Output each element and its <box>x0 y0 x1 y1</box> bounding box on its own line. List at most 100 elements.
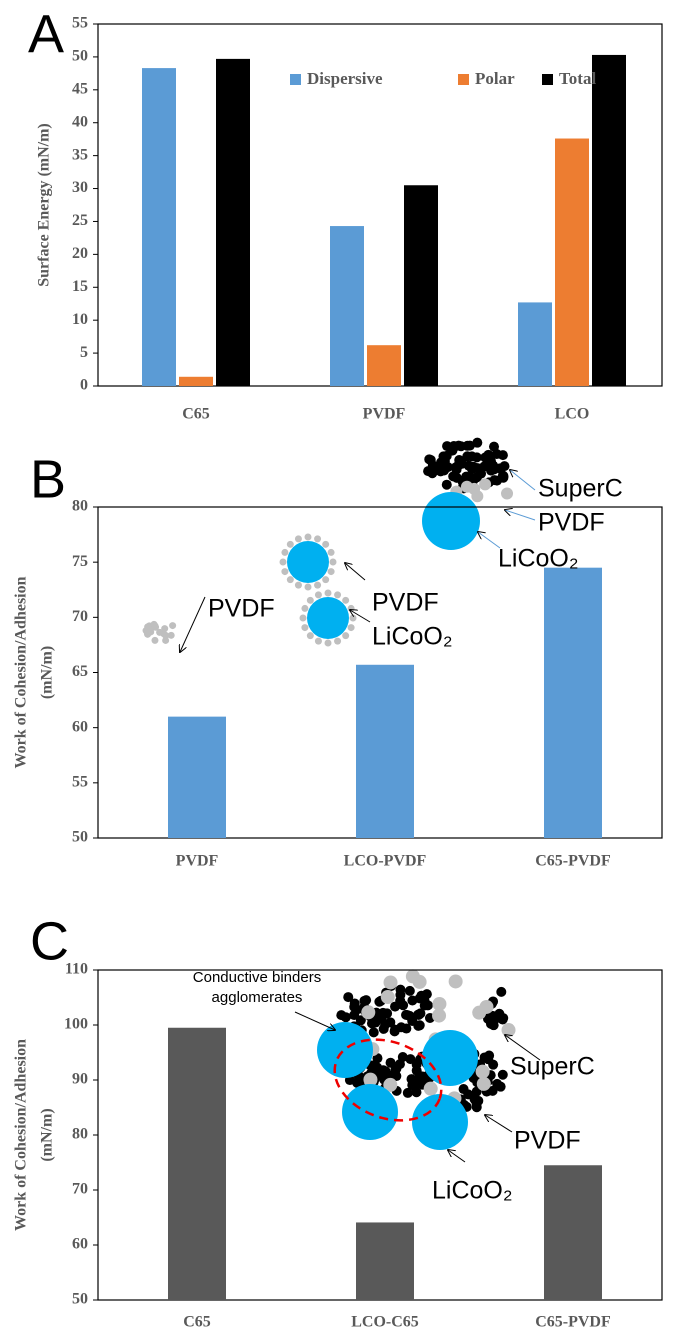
x-tick-label: LCO-C65 <box>351 1314 419 1331</box>
agglomerate-outline <box>333 1038 443 1122</box>
pvdf-particle <box>349 614 357 622</box>
pvdf-particle <box>334 637 342 645</box>
particle <box>363 1072 378 1087</box>
bar <box>404 185 438 386</box>
particle <box>494 463 505 474</box>
x-tick-label: LCO <box>555 406 590 423</box>
particle <box>401 1023 412 1034</box>
particle <box>501 1023 516 1038</box>
particle <box>401 1009 412 1020</box>
particle <box>162 636 170 644</box>
particle <box>451 464 462 475</box>
x-tick-label: PVDF <box>363 406 406 423</box>
particle <box>372 1062 383 1073</box>
y-tick-label: 50 <box>72 48 88 65</box>
particle <box>441 479 452 490</box>
panel-label: A <box>28 4 64 64</box>
licoo2-particle <box>287 541 329 583</box>
particle <box>380 990 395 1005</box>
pvdf-particle <box>294 581 302 589</box>
licoo2-particle <box>317 1022 373 1078</box>
bar <box>544 567 602 838</box>
bar <box>179 376 213 386</box>
particle <box>496 986 507 997</box>
pvdf-particle <box>342 596 350 604</box>
particle <box>432 996 447 1011</box>
particle <box>447 445 458 456</box>
particle <box>389 1024 400 1035</box>
particle <box>151 636 159 644</box>
bar <box>356 1222 414 1300</box>
pvdf-particle <box>304 533 312 541</box>
y-tick-label: 30 <box>72 179 88 196</box>
legend-label: Polar <box>475 69 515 88</box>
pvdf-particle <box>314 591 322 599</box>
bar <box>142 68 176 387</box>
particle <box>372 1053 383 1064</box>
particle <box>466 451 477 462</box>
particle <box>479 478 492 491</box>
particle <box>472 472 483 483</box>
particle <box>423 1081 438 1096</box>
y-tick-label: 40 <box>72 113 88 130</box>
annotation: LiCoO₂ <box>498 545 579 573</box>
pvdf-particle <box>299 614 307 622</box>
particle <box>412 974 427 989</box>
annotation: Conductive binders <box>193 969 321 986</box>
particle <box>385 1017 396 1028</box>
licoo2-particle <box>342 1084 398 1140</box>
y-tick-label: 65 <box>72 663 88 680</box>
pvdf-particle <box>322 540 330 548</box>
particle <box>456 441 467 452</box>
annotation: PVDF <box>208 595 275 623</box>
y-tick-label: 15 <box>72 278 88 295</box>
arrow <box>505 510 536 521</box>
bar <box>168 1027 226 1300</box>
pvdf-particle <box>306 596 314 604</box>
particle <box>422 1000 433 1011</box>
arrow <box>505 1035 541 1061</box>
x-tick-label: C65 <box>183 1314 211 1331</box>
pvdf-particle <box>314 637 322 645</box>
bar <box>216 58 250 386</box>
y-tick-label: 0 <box>80 377 88 394</box>
bar <box>518 302 552 386</box>
particle <box>463 460 474 471</box>
particle <box>472 437 483 448</box>
pvdf-particle <box>322 576 330 584</box>
y-tick-label: 45 <box>72 80 88 97</box>
annotation: LiCoO₂ <box>372 623 453 651</box>
particle <box>471 1086 482 1097</box>
bar <box>168 716 226 838</box>
licoo2-particle <box>307 597 349 639</box>
particle <box>397 1052 408 1063</box>
particle <box>501 487 514 500</box>
particle <box>483 1054 494 1065</box>
licoo2-particle <box>412 1094 468 1150</box>
particle <box>144 623 152 631</box>
particle <box>169 622 177 630</box>
arrow <box>510 470 536 491</box>
x-tick-label: LCO-PVDF <box>344 853 427 870</box>
pvdf-particle <box>279 558 287 566</box>
particle <box>340 1012 351 1023</box>
particle <box>398 1000 409 1011</box>
pvdf-particle <box>327 548 335 556</box>
particle <box>472 463 483 474</box>
pvdf-particle <box>286 576 294 584</box>
y-tick-label: 110 <box>65 961 88 978</box>
pvdf-particle <box>329 558 337 566</box>
particle <box>495 1081 506 1092</box>
particle <box>361 995 372 1006</box>
particle <box>411 1087 422 1098</box>
annotation: LiCoO₂ <box>432 1177 513 1205</box>
y-tick-label: 75 <box>72 553 88 570</box>
y-tick-label: 80 <box>72 1126 88 1143</box>
bar <box>330 226 364 386</box>
particle <box>483 449 494 460</box>
particle <box>475 1064 490 1079</box>
x-tick-label: C65 <box>182 406 210 423</box>
particle <box>407 1015 418 1026</box>
particle <box>413 1009 424 1020</box>
x-tick-label: C65-PVDF <box>535 853 611 870</box>
